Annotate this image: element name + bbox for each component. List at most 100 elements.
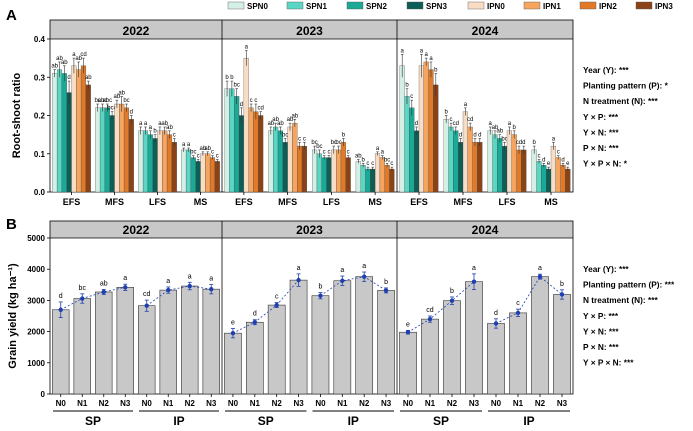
- a-significance-letter: ab: [61, 60, 68, 66]
- b-year-header-bg: [50, 221, 573, 238]
- a-significance-letter: cd: [258, 106, 264, 112]
- a-significance-letter: a: [489, 121, 493, 127]
- a-bar-2022-efs-ipn0: [71, 65, 77, 193]
- a-significance-letter: ab: [200, 146, 207, 152]
- b-x-tick-label: N3: [120, 399, 131, 408]
- b-bar-2022-ip-n0: [138, 305, 156, 395]
- a-bar-2024-efs-spn2: [409, 107, 415, 193]
- a-significance-letter: ab: [85, 75, 92, 81]
- a-bar-2023-lfs-ipn3: [345, 157, 351, 193]
- a-bar-2023-ms-ipn0: [374, 153, 381, 193]
- b-significance-letter: b: [450, 288, 454, 295]
- b-bar-2023-ip-n3: [377, 290, 395, 395]
- b-bar-2024-ip-n0: [487, 323, 505, 395]
- b-significance-letter: a: [123, 275, 127, 282]
- b-significance-letter: b: [560, 281, 564, 288]
- a-bar-2022-lfs-ipn3: [171, 142, 177, 193]
- b-y-tick-label: 3000: [27, 296, 45, 305]
- b-significance-letter: c: [275, 294, 279, 301]
- b-x-tick-label: N0: [228, 399, 239, 408]
- b-group-label-sp: SP: [85, 414, 101, 428]
- legend-label-ipn2: IPN2: [599, 2, 617, 11]
- a-significance-letter: a: [72, 52, 76, 58]
- a-y-tick-label: 0.0: [34, 188, 46, 197]
- a-significance-letter: c: [197, 153, 200, 159]
- b-mean-point: [252, 320, 258, 325]
- a-significance-letter: ab: [287, 117, 294, 123]
- legend-swatch-spn2: [346, 1, 364, 10]
- a-significance-letter: e: [547, 161, 551, 167]
- a-significance-letter: a: [245, 44, 249, 50]
- a-significance-letter: c: [250, 98, 253, 104]
- panel-label-a: A: [6, 7, 17, 24]
- a-significance-letter: c: [173, 132, 176, 138]
- b-x-tick-label: N1: [163, 399, 174, 408]
- b-group-label-ip: IP: [348, 414, 359, 428]
- b-year-label-2024: 2024: [472, 223, 499, 237]
- a-bar-2022-mfs-spn2: [104, 107, 110, 193]
- b-significance-letter: d: [59, 293, 63, 300]
- legend: SPN0 SPN1 SPN2 SPN3 IPN0 IPN1 IPN2 IPN3: [227, 1, 673, 11]
- b-bar-2022-sp-n0: [52, 309, 70, 395]
- a-year-label-2023: 2023: [296, 24, 323, 38]
- a-significance-letter: d: [561, 157, 564, 163]
- b-mean-point: [187, 283, 192, 289]
- a-significance-letter: c: [347, 150, 350, 156]
- a-bar-2023-ms-spn2: [365, 168, 371, 193]
- panel-a-root-shoot-chart: 2022 2023 2024 0.0 0.1 0.2 0.3 0.4 Root-shoot ra…: [11, 19, 574, 207]
- a-bar-2024-mfs-ipn1: [467, 126, 473, 193]
- b-significance-letter: ab: [100, 280, 108, 287]
- a-significance-letter: bc: [316, 144, 322, 150]
- a-x-tick-label-ms: MS: [544, 197, 558, 207]
- a-bar-2022-ms-ipn1: [205, 153, 211, 193]
- a-bar-2024-ms-ipn2: [560, 165, 566, 193]
- b-x-tick-label: N1: [337, 399, 348, 408]
- b-bar-2024-sp-n3: [465, 281, 483, 395]
- a-bar-2024-efs-spn1: [404, 96, 410, 193]
- a-x-tick-label-lfs: LFS: [149, 197, 166, 207]
- b-trend-line-2024-sp: [407, 281, 475, 333]
- a-significance-letter: a: [420, 48, 424, 54]
- b-bar-2023-ip-n1: [333, 280, 352, 395]
- a-significance-letter: d: [478, 132, 481, 138]
- a-significance-letter: a: [144, 121, 148, 127]
- a-bar-2022-ms-ipn3: [214, 161, 220, 193]
- a-bar-2023-lfs-ipn2: [340, 142, 346, 193]
- a-bar-2022-lfs-spn2: [147, 134, 153, 193]
- a-bar-2022-efs-ipn3: [85, 84, 91, 193]
- b-significance-letter: bc: [79, 285, 87, 292]
- a-significance-letter: c: [323, 150, 326, 156]
- b-bar-2024-sp-n1: [421, 318, 439, 395]
- a-bar-2024-mfs-spn0: [443, 119, 449, 193]
- b-mean-point: [101, 289, 106, 295]
- legend-swatch-spn1: [286, 1, 304, 10]
- a-x-tick-label-efs: EFS: [235, 197, 253, 207]
- panel-a-statistics: Year (Y): *** Planting pattern (P): * N tr…: [583, 65, 669, 169]
- a-bar-2024-ms-spn1: [536, 161, 542, 193]
- a-bar-2024-mfs-ipn2: [472, 142, 478, 193]
- b-plot-frame: [49, 220, 574, 395]
- a-significance-letter: c: [450, 117, 453, 123]
- a-significance-letter: a: [552, 136, 556, 142]
- a-significance-letter: bc: [501, 136, 507, 142]
- a-year-label-2022: 2022: [123, 24, 150, 38]
- a-x-tick-label-ms: MS: [368, 197, 382, 207]
- a-significance-letter: b: [405, 83, 409, 89]
- a-significance-letter: a: [508, 121, 512, 127]
- b-mean-point: [493, 321, 499, 326]
- a-bar-2024-ms-spn0: [531, 149, 537, 193]
- a-significance-letter: c: [327, 150, 330, 156]
- b-x-tick-label: N0: [403, 399, 414, 408]
- a-significance-letter: b: [445, 110, 449, 116]
- a-bar-2023-lfs-spn0: [312, 149, 318, 193]
- stat-line: Y × P × N: ***: [583, 358, 634, 368]
- stat-line: Y × P: ***: [583, 112, 619, 122]
- a-bar-2022-lfs-ipn0: [157, 130, 163, 193]
- a-significance-letter: b: [513, 125, 517, 131]
- b-y-tick-label: 0: [41, 390, 46, 399]
- a-significance-letter: d: [67, 75, 70, 81]
- a-bar-2023-lfs-spn1: [316, 153, 322, 193]
- a-significance-letter: bc: [384, 157, 390, 163]
- a-bar-2022-lfs-ipn2: [166, 134, 173, 193]
